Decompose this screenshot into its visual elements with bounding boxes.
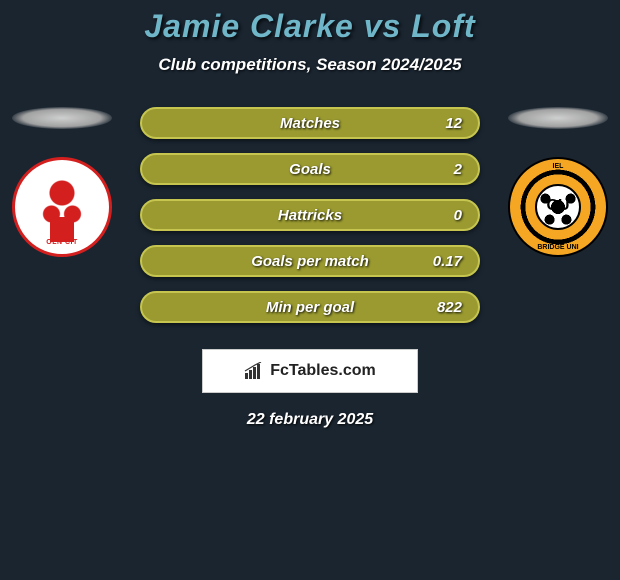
stat-bars: Matches 12 Goals 2 Hattricks 0 Goals per… [140, 107, 480, 323]
player-shadow-left [12, 107, 112, 129]
comparison-card: Jamie Clarke vs Loft Club competitions, … [0, 0, 620, 429]
badge-right-top-text: IEL [553, 163, 564, 170]
stat-label: Matches [280, 115, 340, 132]
brand-text: FcTables.com [270, 362, 376, 380]
stat-value: 2 [454, 161, 462, 178]
left-player-column: OLN CIT [8, 107, 116, 257]
subtitle: Club competitions, Season 2024/2025 [0, 55, 620, 75]
right-player-column: IEL CU BRIDGE UNI [504, 107, 612, 257]
player-shadow-right [508, 107, 608, 129]
stat-value: 12 [445, 115, 462, 132]
bar-chart-icon [244, 362, 264, 380]
date-line: 22 february 2025 [0, 411, 620, 429]
stat-value: 0 [454, 207, 462, 224]
badge-right-abbrev: CU [546, 197, 569, 215]
lincoln-city-badge-icon: OLN CIT [12, 157, 112, 257]
stat-label: Goals [289, 161, 331, 178]
badge-left-text: OLN CIT [46, 239, 78, 246]
stat-row-goals: Goals 2 [140, 153, 480, 185]
stat-label: Goals per match [251, 253, 369, 270]
brand-footer[interactable]: FcTables.com [202, 349, 418, 393]
stat-row-min-per-goal: Min per goal 822 [140, 291, 480, 323]
stat-row-matches: Matches 12 [140, 107, 480, 139]
badge-art [27, 172, 97, 242]
stat-value: 0.17 [433, 253, 462, 270]
stats-area: OLN CIT Matches 12 Goals 2 Hattricks 0 G… [0, 107, 620, 323]
cambridge-united-badge-icon: IEL CU BRIDGE UNI [508, 157, 608, 257]
page-title: Jamie Clarke vs Loft [0, 8, 620, 45]
stat-row-goals-per-match: Goals per match 0.17 [140, 245, 480, 277]
stat-label: Hattricks [278, 207, 342, 224]
stat-value: 822 [437, 299, 462, 316]
stat-row-hattricks: Hattricks 0 [140, 199, 480, 231]
badge-right-bottom-text: BRIDGE UNI [537, 244, 578, 251]
stat-label: Min per goal [266, 299, 354, 316]
